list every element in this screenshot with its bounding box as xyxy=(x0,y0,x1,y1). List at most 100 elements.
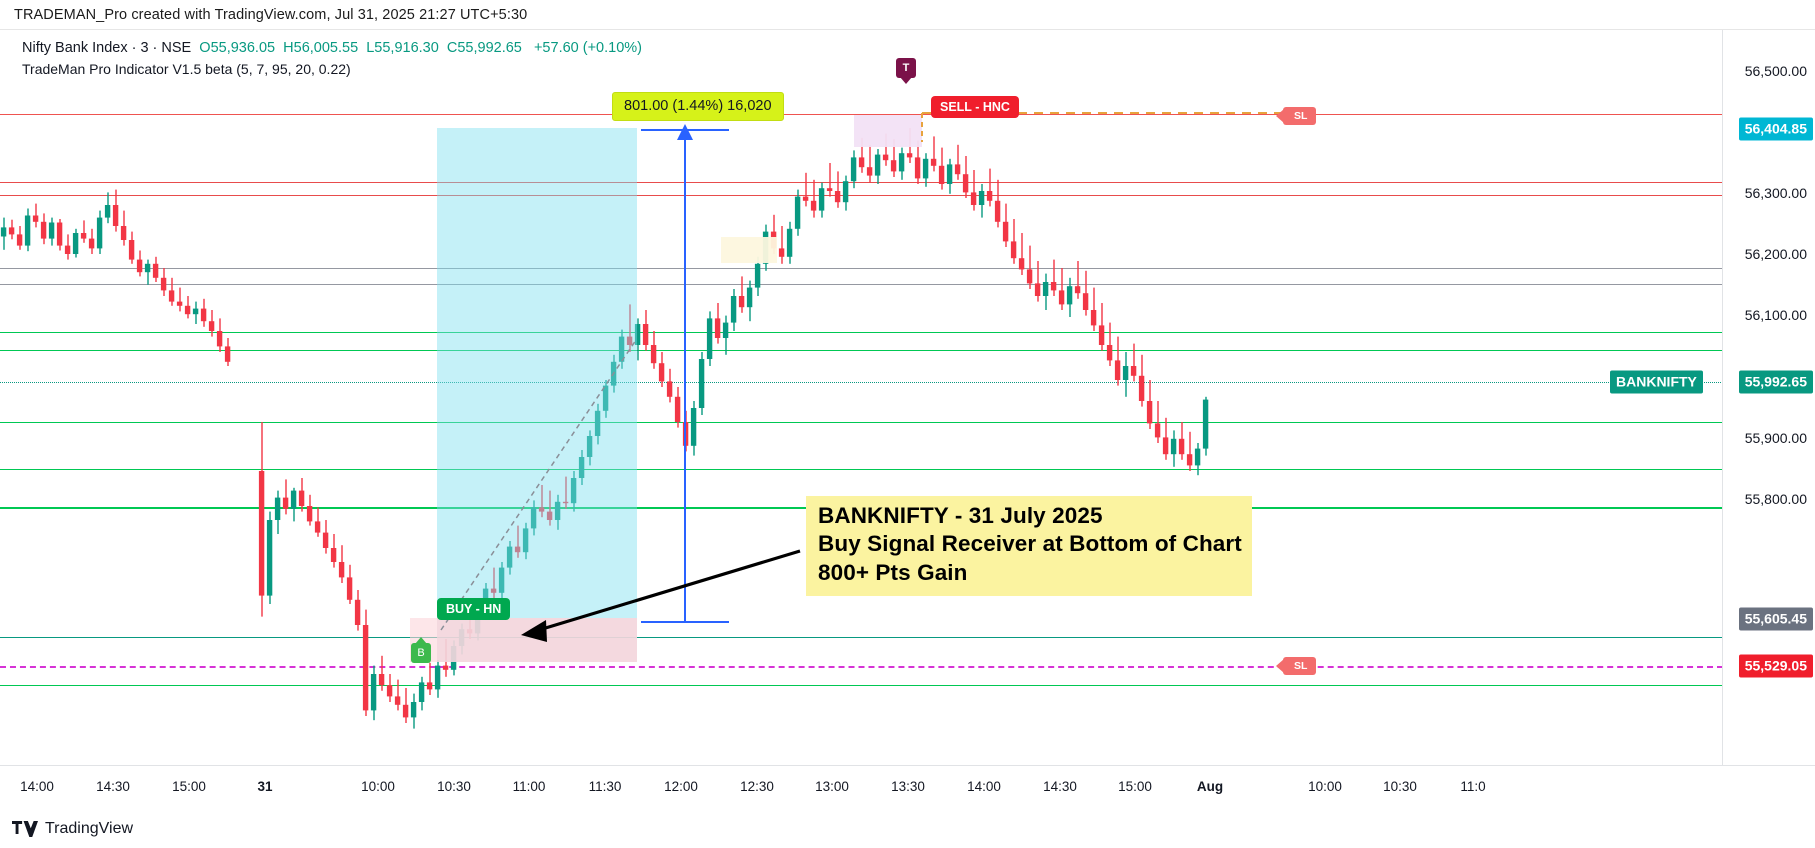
time-axis-tick: 13:30 xyxy=(891,779,925,794)
last-price-badge[interactable]: 55,992.65 xyxy=(1738,370,1813,394)
time-axis-tick: 11:30 xyxy=(588,779,622,794)
tradingview-logo[interactable]: TradingView xyxy=(12,820,133,838)
candle xyxy=(1170,430,1177,467)
candle xyxy=(48,217,55,246)
candle xyxy=(450,640,457,676)
candle xyxy=(802,172,809,207)
level-mid-2 xyxy=(0,284,1722,285)
candle xyxy=(208,310,215,337)
candle xyxy=(24,208,31,252)
candle xyxy=(610,354,617,393)
candle xyxy=(282,479,289,515)
level-sl-upper xyxy=(0,114,1722,115)
time-axis-tick: 12:00 xyxy=(664,779,698,794)
candle xyxy=(930,136,937,172)
profit-measure-label[interactable]: 801.00 (1.44%) 16,020 xyxy=(612,92,784,121)
chart-panel[interactable]: Nifty Bank Index · 3 · NSE O55,936.05 H5… xyxy=(0,30,1723,765)
legend-change: +57.60 xyxy=(533,40,579,56)
watermark-bar: TRADEMAN_Pro created with TradingView.co… xyxy=(0,0,1815,30)
candle xyxy=(506,541,513,575)
candle xyxy=(626,304,633,352)
level-support-3 xyxy=(0,422,1722,423)
candle xyxy=(40,213,47,245)
candle xyxy=(562,476,569,509)
candle xyxy=(1186,431,1193,471)
candle xyxy=(322,520,329,554)
candle xyxy=(730,289,737,331)
candle xyxy=(1114,336,1121,386)
sell-marker-top[interactable]: T xyxy=(896,58,916,78)
candle xyxy=(128,231,135,264)
series-name-badge[interactable]: BANKNIFTY xyxy=(1610,370,1703,394)
sell-signal-tag[interactable]: SELL - HNC xyxy=(931,96,1019,118)
time-axis-tick: Aug xyxy=(1196,779,1224,794)
candle xyxy=(16,226,23,250)
candle xyxy=(530,500,537,536)
candle xyxy=(1146,380,1153,429)
legend-high-value: 56,005.55 xyxy=(293,40,359,56)
time-axis-tick: 14:00 xyxy=(967,779,1001,794)
candle xyxy=(1194,443,1201,476)
candle xyxy=(658,352,665,387)
time-axis-tick: 10:00 xyxy=(1308,779,1342,794)
candle xyxy=(386,674,393,702)
candle xyxy=(882,133,889,166)
candle xyxy=(104,192,111,224)
stoploss-pill-lower[interactable]: SL xyxy=(1283,657,1317,675)
candle xyxy=(8,219,15,240)
legend-close-value: 55,992.65 xyxy=(457,40,522,56)
time-axis[interactable]: 14:00 14:30 15:00 31 10:00 10:30 11:00 11:30 12:… xyxy=(0,765,1815,810)
upper-target-badge[interactable]: 56,404.85 xyxy=(1738,117,1813,141)
candlestick-series xyxy=(0,128,1209,729)
candle xyxy=(738,276,745,313)
legend-indicator-row[interactable]: TradeMan Pro Indicator V1.5 beta (5, 7, … xyxy=(22,61,351,78)
candle xyxy=(56,219,63,251)
time-axis-tick: 14:30 xyxy=(96,779,130,794)
candle xyxy=(890,139,897,177)
buy-signal-tag[interactable]: BUY - HN xyxy=(437,598,511,620)
candle xyxy=(354,590,361,631)
time-axis-tick: 10:30 xyxy=(1383,779,1417,794)
candle xyxy=(618,329,625,369)
candle xyxy=(786,221,793,264)
candle xyxy=(850,150,857,189)
price-axis[interactable]: 56,500.00 56,300.00 56,200.00 56,100.00 55,9… xyxy=(1723,30,1815,765)
candle xyxy=(88,228,95,254)
candle xyxy=(306,494,313,526)
candle xyxy=(266,511,273,604)
candle xyxy=(922,153,929,187)
candle xyxy=(1018,233,1025,275)
entry-price-badge[interactable]: 55,605.45 xyxy=(1738,607,1813,631)
candle xyxy=(200,298,207,327)
candle xyxy=(946,158,953,194)
candle xyxy=(1154,401,1161,443)
candle xyxy=(64,234,71,260)
candle xyxy=(96,210,103,254)
candle xyxy=(0,217,7,250)
stoploss-pill-upper[interactable]: SL xyxy=(1283,107,1317,125)
candle xyxy=(602,380,609,418)
candle xyxy=(714,303,721,344)
time-axis-tick: 15:00 xyxy=(1118,779,1152,794)
legend-ohlc-row: Nifty Bank Index · 3 · NSE O55,936.05 H5… xyxy=(22,38,642,59)
candle xyxy=(168,277,175,306)
candle xyxy=(746,280,753,322)
annotation-note-box[interactable]: BANKNIFTY - 31 July 2025 Buy Signal Rece… xyxy=(806,496,1252,597)
candle xyxy=(986,168,993,207)
candle xyxy=(834,171,841,208)
note-line-1: BANKNIFTY - 31 July 2025 xyxy=(818,503,1103,528)
stoploss-price-badge[interactable]: 55,529.05 xyxy=(1738,654,1813,678)
note-line-2: Buy Signal Receiver at Bottom of Chart xyxy=(818,531,1242,557)
candle xyxy=(570,471,577,512)
level-resistance-2 xyxy=(0,195,1722,196)
candle xyxy=(1162,417,1169,460)
candle xyxy=(330,534,337,568)
candle xyxy=(962,156,969,198)
legend-symbol: Nifty Bank Index · 3 · NSE xyxy=(22,40,192,56)
candle xyxy=(842,175,849,211)
candle xyxy=(32,203,39,228)
candle xyxy=(362,609,369,716)
candle xyxy=(370,665,377,721)
candle xyxy=(634,318,641,361)
buy-marker-bottom[interactable]: B xyxy=(411,643,431,663)
